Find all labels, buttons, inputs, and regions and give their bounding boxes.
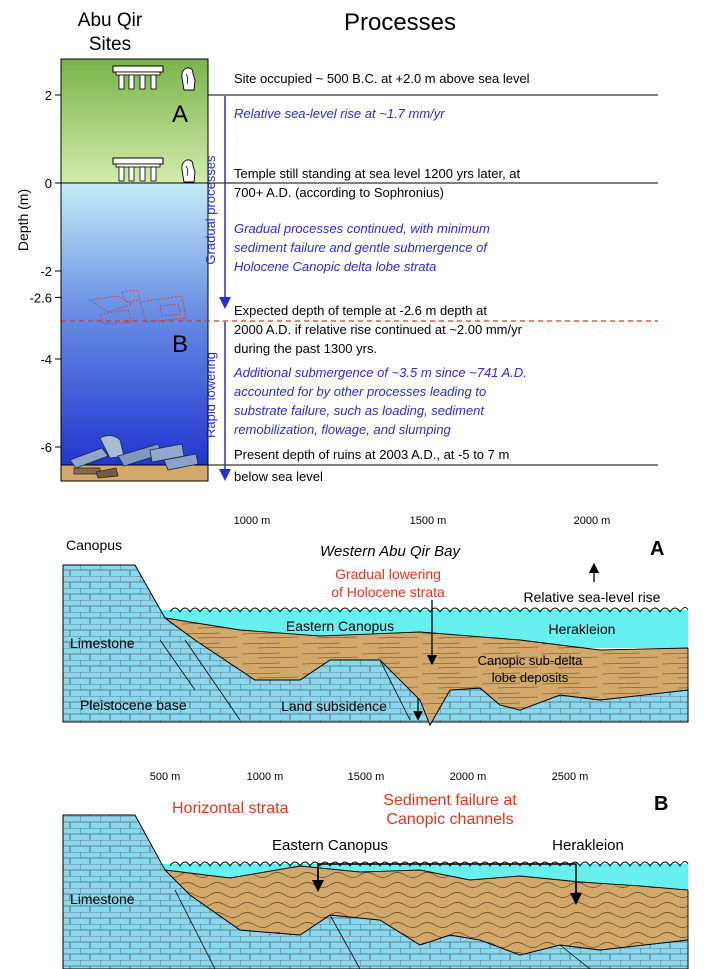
temple-icon: [112, 65, 164, 90]
panel-a-subsidence: Land subsidence: [281, 698, 387, 714]
panel-b-scale-1500: 1500 m: [348, 771, 385, 783]
note-expected-3: during the past 1300 yrs.: [234, 341, 377, 356]
panel-a-gradual-2: of Holocene strata: [331, 584, 445, 600]
ruins-icon: [69, 435, 199, 479]
panel-a-pleistocene: Pleistocene base: [80, 697, 187, 713]
note-expected-1: Expected depth of temple at -2.6 m depth…: [234, 303, 487, 318]
panel-b-scale-2500: 2500 m: [552, 771, 589, 783]
depth-tick-label: -6: [40, 440, 52, 455]
depth-tick-label: -4: [40, 352, 52, 367]
expected-ruins-outline: [88, 289, 187, 325]
water-zone: [60, 182, 209, 466]
panel-a-scale-2000: 2000 m: [574, 515, 611, 527]
marker-b: B: [172, 331, 188, 358]
panel-b-eastern: Eastern Canopus: [272, 837, 388, 854]
panel-b-herakleion: Herakleion: [552, 837, 624, 854]
panel-a-subdelta-1: Canopic sub-delta: [478, 653, 584, 668]
panel-a-sediment: [164, 617, 689, 727]
statue-icon: [181, 67, 196, 91]
panel-b-failure-1: Sediment failure at: [383, 792, 517, 809]
note-present-1: Present depth of ruins at 2003 A.D., at …: [234, 447, 509, 462]
panel-a-scale-1000: 1000 m: [234, 515, 271, 527]
panel-b: 500 m 1000 m 1500 m 2000 m 2500 m B Hori…: [62, 771, 689, 969]
temple-icon: [112, 157, 164, 182]
note-additional-2: accounted for by other processes leading…: [234, 384, 486, 399]
axis-label: Depth (m): [15, 189, 31, 251]
panel-b-horizontal: Horizontal strata: [172, 800, 289, 817]
panel-a: 1000 m 1500 m 2000 m A Canopus Western A…: [62, 515, 689, 727]
panel-b-scale-500: 500 m: [150, 771, 181, 783]
panel-b-failure-2: Canopic channels: [386, 811, 513, 828]
depth-tick-label: -2.6: [30, 290, 52, 305]
statue-icon: [181, 159, 196, 183]
panel-b-scale-2000: 2000 m: [450, 771, 487, 783]
panel-b-scale-1000: 1000 m: [247, 771, 284, 783]
note-expected-2: 2000 A.D. if relative rise continued at …: [234, 322, 523, 337]
note-gradual-3: Holocene Canopic delta lobe strata: [234, 259, 436, 274]
note-temple-standing-1: Temple still standing at sea level 1200 …: [234, 166, 521, 181]
note-additional-1: Additional submergence of ~3.5 m since ~…: [233, 365, 527, 380]
panel-b-sediment: [163, 865, 689, 956]
processes-title: Processes: [344, 9, 456, 36]
arrow-label-rapid: Rapid lowering: [203, 352, 218, 438]
panel-b-limestone-label: Limestone: [70, 891, 135, 907]
panel-a-letter: A: [650, 538, 664, 560]
note-gradual-1: Gradual processes continued, with minimu…: [234, 221, 490, 236]
panel-a-herakleion: Herakleion: [549, 621, 616, 637]
arrow-label-gradual: Gradual processes: [203, 155, 218, 265]
depth-tick-label: 0: [45, 176, 52, 191]
note-additional-4: remobilization, flowage, and slumping: [234, 422, 452, 437]
panel-a-gradual-1: Gradual lowering: [335, 566, 441, 582]
panel-a-scale-1500: 1500 m: [410, 515, 447, 527]
note-relative-rise: Relative sea-level rise at ~1.7 mm/yr: [234, 106, 445, 121]
panel-a-sea-level: Relative sea-level rise: [524, 589, 661, 605]
panel-b-waves: [169, 861, 689, 867]
panel-a-limestone-label: Limestone: [70, 635, 135, 651]
note-present-2: below sea level: [234, 469, 323, 484]
note-site-occupied: Site occupied ~ 500 B.C. at +2.0 m above…: [234, 71, 530, 86]
note-temple-standing-2: 700+ A.D. (according to Sophronius): [234, 185, 444, 200]
depth-tick-label: 2: [45, 88, 52, 103]
panel-a-bay: Western Abu Qir Bay: [320, 543, 462, 560]
panel-a-canopus: Canopus: [66, 537, 122, 553]
panel-b-letter: B: [654, 793, 668, 815]
panel-a-subdelta-2: lobe deposits: [492, 670, 569, 685]
depth-tick-label: -2: [40, 264, 52, 279]
note-gradual-2: sediment failure and gentle submergence …: [234, 240, 488, 255]
column-title-line1: Abu Qir: [78, 10, 143, 31]
note-additional-3: substrate failure, such as loading, sedi…: [234, 403, 485, 418]
column-title-line2: Sites: [89, 34, 131, 55]
marker-a: A: [172, 101, 188, 128]
depth-ticks: 2 0 -2 -2.6 -4 -6: [30, 88, 61, 455]
panel-a-waves: [169, 607, 689, 613]
panel-a-eastern: Eastern Canopus: [286, 618, 394, 634]
